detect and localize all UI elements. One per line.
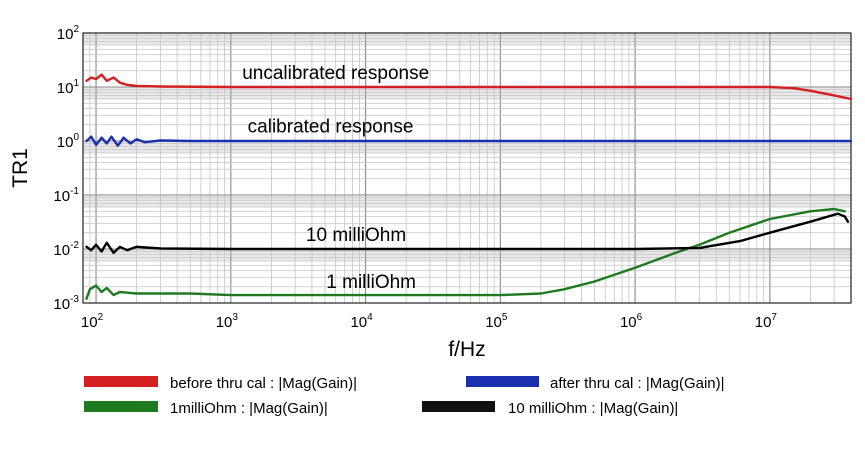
legend-swatch-1milliohm (84, 401, 158, 412)
grid (82, 32, 852, 304)
x-tick-label: 107 (755, 312, 778, 331)
y-tick-label: 10-1 (53, 186, 79, 205)
series-line-3 (85, 212, 850, 254)
series-line-0 (85, 73, 853, 101)
y-tick-label: 10-3 (53, 294, 79, 313)
annotation-0: uncalibrated response (242, 63, 429, 84)
x-tick-label: 106 (620, 312, 643, 331)
annotation-1: calibrated response (248, 116, 414, 137)
x-tick-labels: 102 103 104 105 106 107 (81, 312, 777, 331)
annotation-3: 1 milliOhm (326, 272, 416, 293)
x-tick-label: 102 (81, 312, 104, 331)
annotations: uncalibrated response calibrated response… (242, 63, 429, 293)
x-axis-label: f/Hz (448, 338, 485, 361)
plot-bands (83, 33, 851, 261)
legend-swatch-10milliohm (422, 401, 495, 412)
decade-band (83, 195, 851, 207)
decade-band (83, 87, 851, 99)
decade-band (83, 33, 851, 45)
y-tick-label: 10-2 (53, 240, 79, 259)
x-tick-label: 105 (485, 312, 508, 331)
decade-band (83, 141, 851, 153)
y-axis-label: TR1 (9, 148, 32, 188)
decade-band (83, 249, 851, 261)
series-line-2 (85, 207, 846, 300)
series-line-1 (85, 135, 853, 147)
y-tick-label: 102 (57, 24, 80, 43)
legend-label-1milliohm: 1milliOhm : |Mag(Gain)| (170, 400, 328, 417)
annotation-2: 10 milliOhm (306, 225, 406, 246)
legend-swatch-before-thru-cal (84, 376, 158, 387)
y-tick-label: 101 (57, 78, 80, 97)
legend-label-10milliohm: 10 milliOhm : |Mag(Gain)| (508, 400, 678, 417)
y-tick-labels: 102 101 100 10-1 10-2 10-3 (53, 24, 79, 313)
legend-swatch-after-thru-cal (466, 376, 539, 387)
x-tick-label: 104 (350, 312, 373, 331)
legend-label-after-thru-cal: after thru cal : |Mag(Gain)| (550, 375, 725, 392)
legend-label-before-thru-cal: before thru cal : |Mag(Gain)| (170, 375, 357, 392)
legend: before thru cal : |Mag(Gain)| after thru… (84, 375, 725, 417)
y-tick-label: 100 (57, 132, 80, 151)
plot-frame (82, 32, 852, 304)
x-tick-label: 103 (216, 312, 239, 331)
plot-background (83, 33, 851, 303)
series-layer (85, 73, 853, 300)
